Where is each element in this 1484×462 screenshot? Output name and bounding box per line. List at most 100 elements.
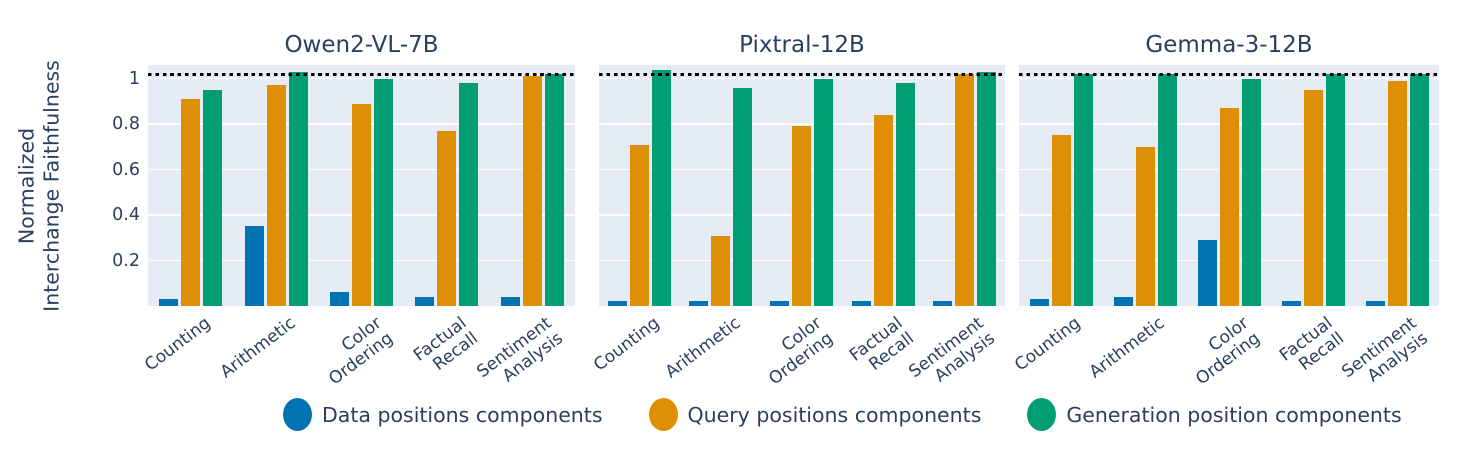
gridline	[599, 77, 1005, 80]
bar-data	[1365, 301, 1385, 306]
bar-group	[159, 65, 223, 306]
y-axis-label: Normalized Interchange Faithfulness	[14, 60, 63, 312]
bar-group	[415, 65, 479, 306]
bar-data	[1197, 240, 1217, 306]
bar-query	[266, 85, 286, 306]
bar-generation	[895, 83, 915, 306]
bar-data	[689, 301, 709, 306]
plot-area	[148, 65, 575, 306]
bar-generation	[652, 69, 672, 306]
bar-data	[1281, 301, 1301, 306]
y-tick-label: 1	[128, 68, 140, 89]
bar-data	[932, 301, 952, 306]
bar-generation	[203, 90, 223, 306]
bar-query	[630, 144, 650, 306]
bar-generation	[814, 78, 834, 306]
bar-generation	[1241, 78, 1261, 306]
bar-query	[711, 235, 731, 306]
legend-item: Generation position components	[1027, 398, 1402, 431]
x-tick-label: Counting	[140, 313, 215, 376]
bar-generation	[373, 78, 393, 306]
bar-group	[1365, 65, 1429, 306]
y-tick-label: 0.6	[112, 159, 140, 180]
legend-label: Data positions components	[322, 402, 603, 427]
y-tick-label: 0.2	[112, 250, 140, 271]
bar-group	[1281, 65, 1345, 306]
legend-marker-circle-icon	[283, 398, 312, 431]
panel-title: Owen2-VL-7B	[284, 32, 439, 58]
bar-group	[329, 65, 393, 306]
x-tick-label: Arithmetic	[661, 313, 745, 383]
y-tick-label: 0.8	[112, 114, 140, 135]
reference-line	[599, 72, 1005, 76]
gridline	[148, 77, 575, 80]
x-tick-label: Color Ordering	[765, 313, 837, 390]
x-tick-label: Arithmetic	[1085, 313, 1169, 383]
bars	[599, 65, 1005, 306]
bar-query	[351, 103, 371, 306]
bar-query	[954, 74, 974, 306]
bar-data	[608, 301, 628, 306]
bar-query	[437, 130, 457, 306]
bar-generation	[733, 87, 753, 306]
legend-marker-circle-icon	[1027, 398, 1057, 431]
bar-group	[851, 65, 915, 306]
bar-generation	[288, 71, 308, 306]
bar-group	[932, 65, 996, 306]
bar-data	[329, 292, 349, 306]
bar-group	[689, 65, 753, 306]
x-tick-label: Sentiment Analysis	[1338, 313, 1432, 387]
bar-data	[1029, 299, 1049, 306]
bar-query	[1135, 146, 1155, 306]
panel-title: Gemma-3-12B	[1145, 32, 1313, 58]
x-tick-label: Factual Recall	[409, 313, 482, 375]
x-tick-label: Sentiment Analysis	[473, 313, 568, 387]
bar-query	[873, 115, 893, 306]
bar-group	[770, 65, 834, 306]
x-tick-label: Color Ordering	[324, 313, 397, 390]
bar-group	[1113, 65, 1177, 306]
plot-area	[599, 65, 1005, 306]
bar-group	[500, 65, 564, 306]
bar-generation	[976, 71, 996, 306]
bar-query	[792, 126, 812, 306]
bar-data	[244, 226, 264, 306]
bar-group	[608, 65, 672, 306]
bar-query	[1303, 90, 1323, 306]
x-tick-label: Factual Recall	[846, 313, 919, 375]
bar-generation	[1073, 74, 1093, 306]
legend: Data positions components Query positions…	[283, 398, 1402, 431]
plot-area	[1019, 65, 1439, 306]
reference-line	[148, 72, 575, 76]
gridline	[1019, 77, 1439, 80]
bar-generation	[1325, 74, 1345, 306]
x-tick-label: Counting	[589, 313, 664, 376]
x-tick-label: Factual Recall	[1276, 313, 1348, 375]
bar-data	[770, 301, 790, 306]
bar-data	[159, 299, 179, 306]
bar-data	[500, 296, 520, 306]
gridline	[599, 123, 1005, 125]
bar-query	[1051, 135, 1071, 306]
y-tick-label: 0.4	[112, 205, 140, 226]
bar-query	[181, 99, 201, 306]
bar-generation	[1157, 74, 1177, 306]
bars	[1019, 65, 1439, 306]
bar-group	[244, 65, 308, 306]
legend-label: Generation position components	[1066, 402, 1402, 427]
x-tick-label: Arithmetic	[216, 313, 300, 383]
bar-generation	[544, 74, 564, 306]
legend-item: Data positions components	[283, 398, 603, 431]
legend-marker-circle-icon	[648, 398, 678, 431]
reference-line	[1019, 72, 1439, 76]
bar-group	[1197, 65, 1261, 306]
bar-generation	[459, 83, 479, 306]
bars	[148, 65, 575, 306]
bar-query	[1219, 108, 1239, 306]
bar-query	[1387, 80, 1407, 306]
bar-data	[415, 296, 435, 306]
x-tick-label: Counting	[1011, 313, 1085, 376]
bar-data	[851, 301, 871, 306]
panel-title: Pixtral-12B	[739, 32, 865, 58]
